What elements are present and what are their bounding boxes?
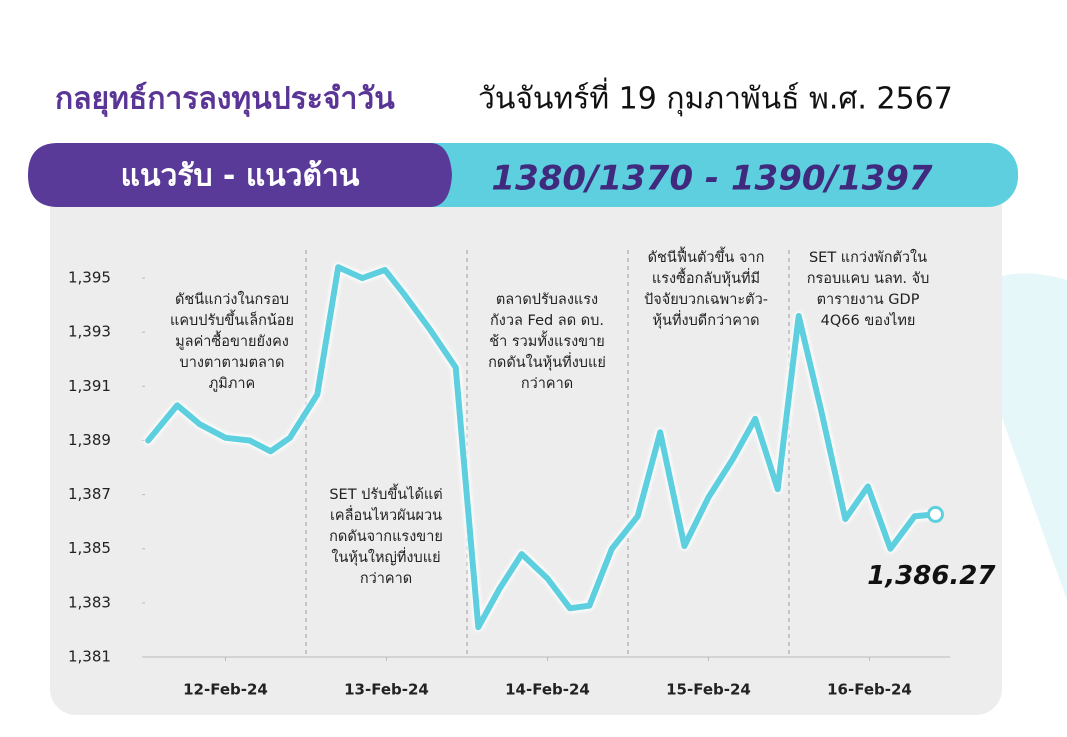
annotation: มูลค่าซื้อขายยังคง (175, 330, 289, 350)
annotation: 4Q66 ของไทย (821, 311, 916, 329)
x-tick-label: 15-Feb-24 (666, 681, 751, 699)
annotation: ช้า รวมทั้งแรงขาย (489, 330, 604, 350)
y-tick-label: 1,389 (68, 431, 111, 449)
title: กลยุทธ์การลงทุนประจำวัน (55, 82, 395, 118)
x-tick-label: 12-Feb-24 (183, 681, 268, 699)
date: วันจันทร์ที่ 19 กุมภาพันธ์ พ.ศ. 2567 (478, 78, 953, 118)
x-tick-label: 16-Feb-24 (827, 681, 912, 699)
annotation: กดดันในหุ้นที่งบแย่ (488, 352, 606, 371)
annotation: หุ้นที่งบดีกว่าคาด (652, 310, 759, 329)
banner-label: แนวรับ - แนวต้าน (121, 159, 360, 194)
annotation: ปัจจัยบวกเฉพาะตัว- (644, 292, 768, 308)
annotation: กว่าคาด (521, 376, 573, 392)
annotation: กรอบแคบ นลท. จับ (807, 271, 930, 287)
annotation: แรงซื้อกลับหุ้นที่มี (652, 267, 760, 287)
x-tick-label: 13-Feb-24 (344, 681, 429, 699)
annotation: ตลาดปรับลงแรง (496, 292, 598, 308)
banner-value: 1380/1370 - 1390/1397 (491, 159, 932, 199)
annotation: เคลื่อนไหวผันผวน (330, 505, 442, 524)
y-tick-label: 1,395 (68, 269, 111, 287)
annotation: ตารายงาน GDP (817, 292, 920, 308)
chart-panel (50, 170, 1002, 715)
annotation: แคบปรับขึ้นเล็กน้อย (170, 309, 294, 329)
y-tick-label: 1,383 (68, 593, 111, 611)
y-tick-label: 1,391 (68, 377, 111, 395)
last-value-label: 1,386.27 (867, 561, 996, 591)
annotation: กังวล Fed ลด ดบ. (490, 313, 604, 329)
y-tick-label: 1,387 (68, 485, 111, 503)
annotation: กดดันจากแรงขาย (329, 529, 443, 545)
annotation: บางตาตามตลาด (180, 355, 285, 371)
annotation: กว่าคาด (360, 571, 412, 587)
annotation: ดัชนีฟื้นตัวขึ้น จาก (648, 246, 765, 266)
annotation: SET ปรับขึ้นได้แต่ (329, 483, 442, 503)
annotation: ดัชนีแกว่งในกรอบ (175, 290, 289, 308)
annotation: ภูมิภาค (209, 376, 256, 392)
y-tick-label: 1,393 (68, 323, 111, 341)
y-tick-label: 1,385 (68, 539, 111, 557)
y-tick-label: 1,381 (68, 648, 111, 666)
annotation: ในหุ้นใหญ่ที่งบแย่ (331, 547, 440, 566)
x-tick-label: 14-Feb-24 (505, 681, 590, 699)
banner-left (28, 143, 452, 207)
price-line (145, 264, 939, 631)
annotation: SET แกว่งพักตัวใน (809, 248, 927, 266)
last-point (927, 505, 945, 523)
